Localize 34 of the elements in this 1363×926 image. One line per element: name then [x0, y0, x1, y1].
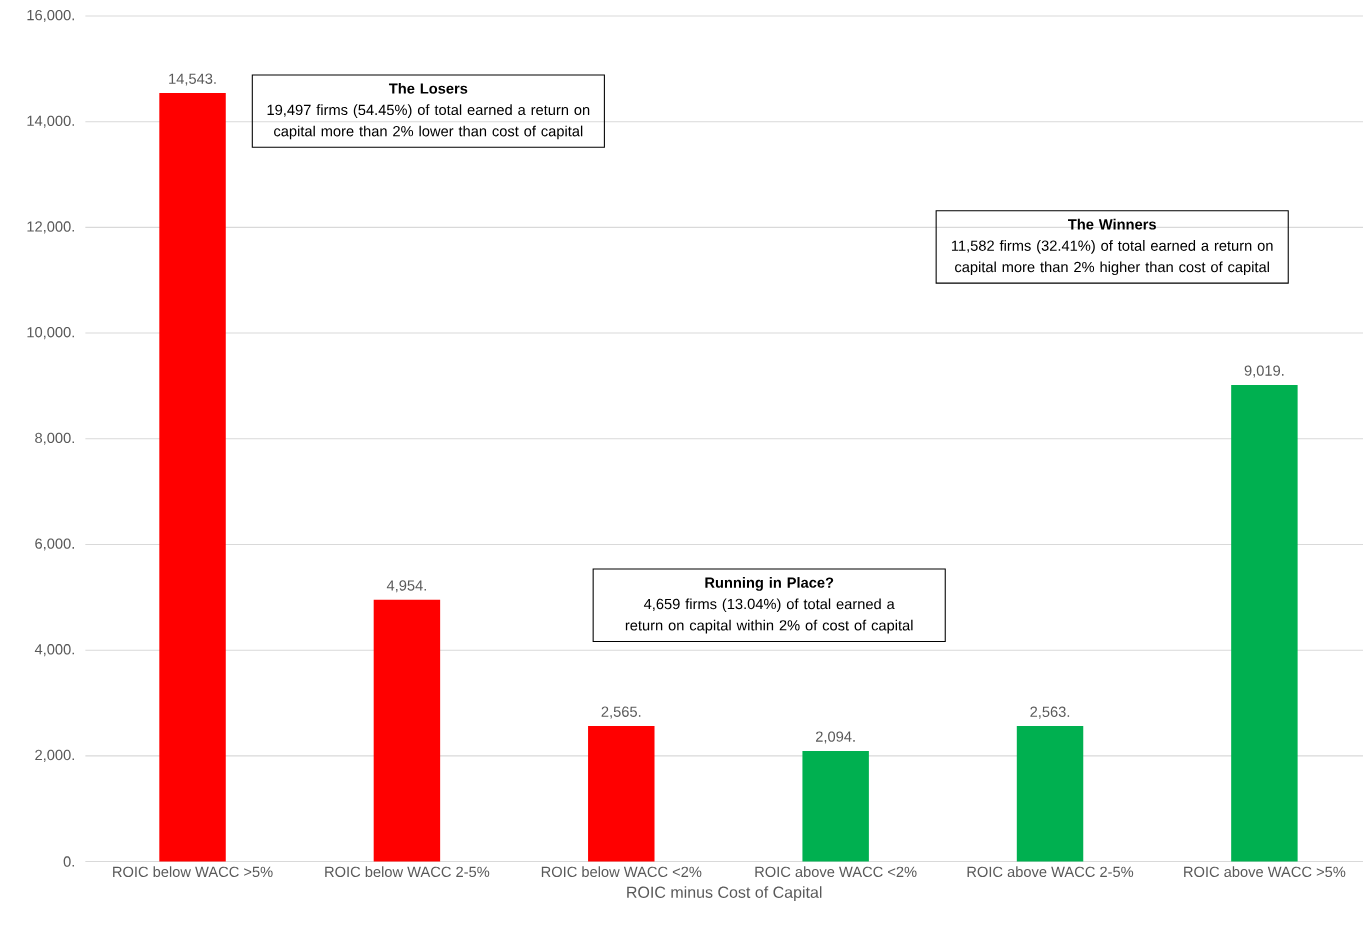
bar [159, 93, 226, 862]
annotation: 11,582 firms (32.41%) of total earned a return on capital more than 2% higher than cost of capital [951, 240, 1273, 276]
x-tick-label: ROIC above WACC <2% [755, 866, 917, 878]
x-tick-label: ROIC below WACC 2-5% [325, 866, 490, 878]
bar [802, 751, 869, 862]
data-label: 2,094. [815, 731, 855, 744]
data-label: 9,019. [1244, 365, 1284, 378]
x-axis-title: ROIC minus Cost of Capital [627, 886, 822, 902]
data-label: 2,563. [1030, 706, 1070, 719]
data-label: 14,543. [169, 73, 216, 86]
y-tick-label: 12,000. [27, 221, 74, 234]
annotation: The Losers [388, 83, 468, 94]
x-tick-label: ROIC above WACC >5% [1184, 866, 1346, 878]
bar [588, 726, 655, 862]
bar [373, 599, 441, 862]
y-tick-label: 10,000. [27, 327, 74, 340]
y-tick-label: 14,000. [27, 115, 74, 128]
x-tick-label: ROIC above WACC 2-5% [967, 866, 1134, 878]
y-tick-label: 8,000. [35, 432, 74, 446]
x-tick-label: ROIC below WACC >5% [113, 866, 273, 878]
annotation: Running in Place? [705, 577, 834, 592]
annotation: 4,659 firms (13.04%) of total earned a return on capital within 2% of cost of capital [625, 598, 913, 634]
y-tick-label: 16,000. [27, 10, 74, 23]
y-tick-label: 2,000. [35, 750, 74, 763]
annotation: 19,497 firms (54.45%) of total earned a return on capital more than 2% lower than cost of capital [267, 104, 590, 140]
x-tick-label: ROIC below WACC <2% [541, 866, 702, 878]
y-tick-label: 0. [63, 856, 74, 867]
annotation: The Winners [1068, 218, 1156, 230]
y-tick-label: 6,000. [35, 538, 74, 551]
data-label: 4,954. [386, 580, 426, 593]
bar [1231, 385, 1298, 862]
bar [1016, 726, 1084, 862]
y-tick-label: 4,000. [34, 644, 74, 657]
data-label: 2,565. [601, 706, 641, 719]
